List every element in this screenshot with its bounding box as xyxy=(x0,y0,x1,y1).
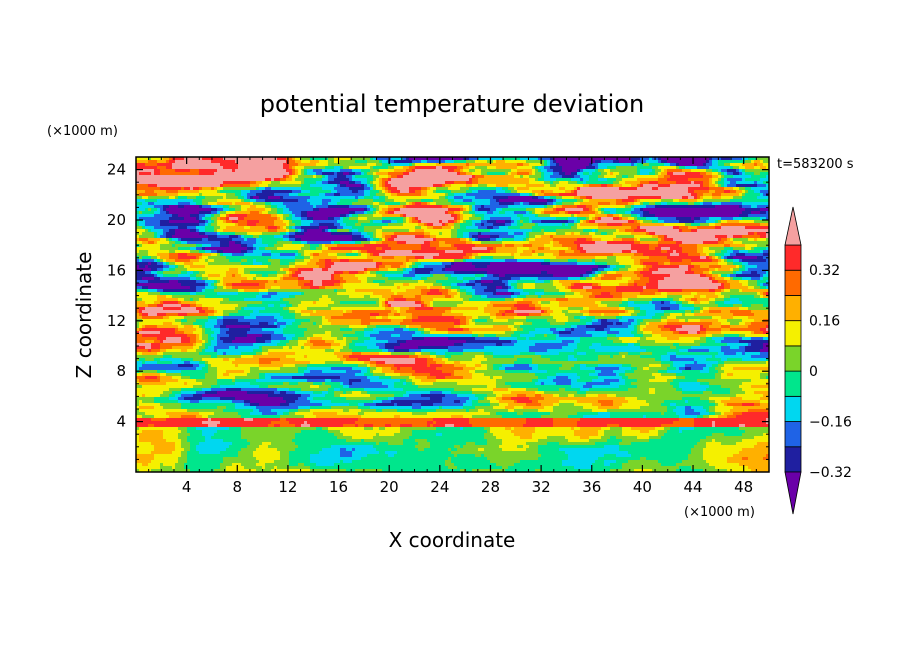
chart-title: potential temperature deviation xyxy=(260,90,644,118)
heatmap-field xyxy=(136,157,770,473)
y-unit-label: (×1000 m) xyxy=(47,124,118,139)
time-label: t=583200 s xyxy=(777,157,854,172)
heatmap-plot-area xyxy=(136,157,770,473)
